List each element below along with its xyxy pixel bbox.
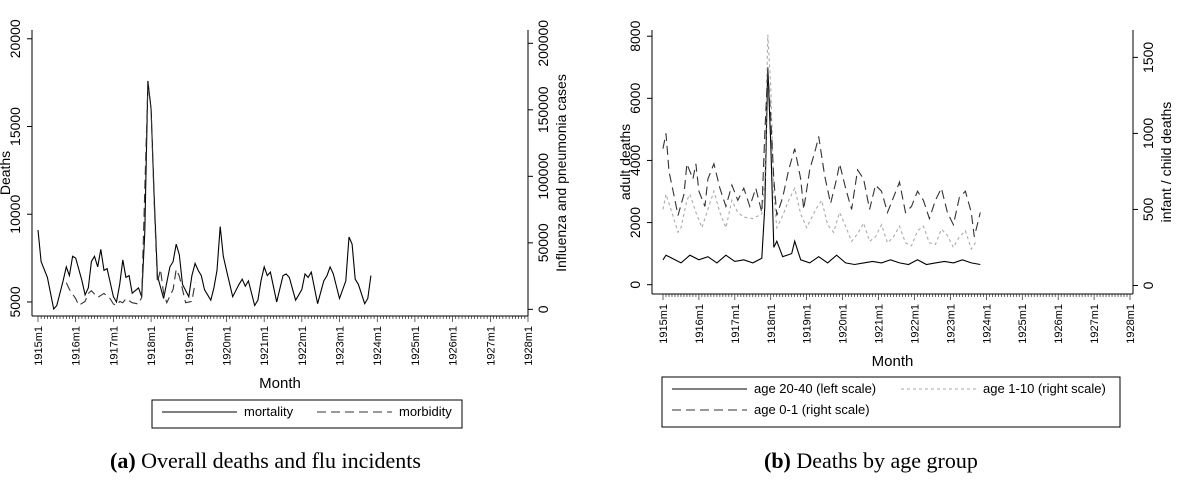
chartb-series-age-0-1-right-scale- [662, 69, 981, 237]
charta-left-tick-label: 15000 [7, 107, 23, 146]
chartb-x-tick-label: 1927m1 [1089, 304, 1101, 344]
chartb-right-tick-label: 1000 [1140, 118, 1156, 149]
charta-x-tick-label: 1927m1 [485, 326, 497, 366]
chartb-x-tick-label: 1925m1 [1017, 304, 1029, 344]
chartb-left-tick-label: 6000 [627, 83, 643, 114]
chartb-right-tick-label: 500 [1140, 198, 1156, 222]
chartb-left-tick-label: 8000 [627, 20, 643, 51]
charta-x-tick-label: 1915m1 [33, 326, 45, 366]
chartb-x-tick-label: 1915m1 [658, 304, 670, 344]
charta-left-tick-label: 10000 [7, 195, 23, 234]
charta-x-tick-label: 1923m1 [335, 326, 347, 366]
charta-right-tick-label: 150000 [535, 86, 551, 133]
charta-legend-label: mortality [244, 404, 294, 419]
charta-x-tick-label: 1919m1 [184, 326, 196, 366]
charta-x-tick-label: 1918m1 [146, 326, 158, 366]
charta-xlabel: Month [259, 375, 301, 392]
chartb-x-tick-label: 1920m1 [838, 304, 850, 344]
chartb-legend-label: age 20-40 (left scale) [754, 381, 876, 396]
chartb-right-tick-label: 1500 [1140, 42, 1156, 73]
charta-right-tick-label: 50000 [535, 223, 551, 262]
chartb-x-tick-label: 1928m1 [1125, 304, 1137, 344]
charta-left-tick-label: 5000 [7, 286, 23, 317]
chartb-x-tick-label: 1917m1 [730, 304, 742, 344]
chartb-left-tick-label: 0 [627, 281, 643, 289]
charta-right-tick-label: 100000 [535, 153, 551, 200]
chartb-right-tick-label: 0 [1140, 281, 1156, 289]
charta-x-tick-label: 1928m1 [523, 326, 535, 366]
charta-x-tick-label: 1926m1 [448, 326, 460, 366]
chartb-xlabel: Month [872, 353, 914, 370]
chartb-left-tick-label: 4000 [627, 145, 643, 176]
caption-a: (a) Overall deaths and flu incidents [110, 448, 421, 474]
charta-right-tick-label: 0 [535, 305, 551, 313]
chartb-ylabel-right: infant / child deaths [1158, 102, 1174, 223]
caption-a-text: Overall deaths and flu incidents [141, 448, 421, 473]
charta-right-tick-label: 200000 [535, 20, 551, 67]
charta-ylabel-right: Influenza and pneumonia cases [553, 74, 569, 272]
caption-b-label: (b) [764, 448, 791, 473]
chartb-x-tick-label: 1922m1 [909, 304, 921, 344]
charta-series-morbidity [65, 83, 196, 307]
charta-x-tick-label: 1922m1 [297, 326, 309, 366]
chartb-ylabel-left: adult deaths [617, 124, 633, 200]
chartb-x-tick-label: 1921m1 [874, 304, 886, 344]
chartb-x-tick-label: 1919m1 [802, 304, 814, 344]
charta-legend-label: morbidity [399, 404, 452, 419]
charta-ylabel-left: Deaths [0, 151, 13, 195]
charta-series-mortality [37, 80, 372, 311]
chartb-left-tick-label: 2000 [627, 207, 643, 238]
charta-legend-box [151, 399, 463, 429]
caption-a-label: (a) [110, 448, 136, 473]
charta-x-tick-label: 1921m1 [259, 326, 271, 366]
chartb-x-tick-label: 1923m1 [945, 304, 957, 344]
charta-x-tick-label: 1916m1 [71, 326, 83, 366]
charta-x-tick-label: 1924m1 [372, 326, 384, 366]
chartb-x-tick-label: 1918m1 [766, 304, 778, 344]
caption-b-text: Deaths by age group [796, 448, 978, 473]
charta-x-tick-label: 1917m1 [108, 326, 120, 366]
chartb-x-tick-label: 1924m1 [981, 304, 993, 344]
chartb-legend-label: age 1-10 (right scale) [983, 381, 1106, 396]
chartb-series-age-1-10-right-scale- [662, 34, 978, 251]
chartb-legend-box [661, 376, 1121, 428]
charta-x-tick-label: 1925m1 [410, 326, 422, 366]
chartb-series-age-20-40-left-scale- [662, 67, 981, 266]
caption-b: (b) Deaths by age group [764, 448, 978, 474]
chartb-legend-label: age 0-1 (right scale) [754, 402, 870, 417]
charta-left-tick-label: 20000 [7, 19, 23, 58]
charta-x-tick-label: 1920m1 [221, 326, 233, 366]
chartb-x-tick-label: 1916m1 [694, 304, 706, 344]
chartb-x-tick-label: 1926m1 [1053, 304, 1065, 344]
